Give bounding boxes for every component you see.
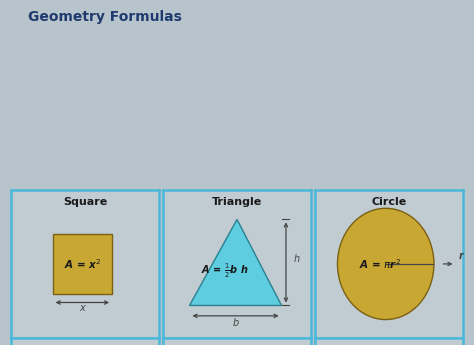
- Ellipse shape: [337, 208, 434, 319]
- Text: A = x$^2$: A = x$^2$: [64, 257, 101, 271]
- Text: x: x: [80, 303, 85, 313]
- Text: Geometry Formulas: Geometry Formulas: [28, 10, 182, 24]
- Bar: [53, 234, 112, 294]
- Text: b: b: [232, 318, 238, 328]
- Text: Triangle: Triangle: [212, 197, 262, 207]
- Text: r: r: [458, 252, 463, 262]
- Polygon shape: [190, 219, 282, 305]
- Text: A = $\pi$r$^2$: A = $\pi$r$^2$: [359, 257, 401, 271]
- Text: Circle: Circle: [371, 197, 406, 207]
- Text: Square: Square: [63, 197, 108, 207]
- Text: A = $\frac{1}{2}$b h: A = $\frac{1}{2}$b h: [201, 262, 249, 280]
- Text: h: h: [293, 255, 300, 264]
